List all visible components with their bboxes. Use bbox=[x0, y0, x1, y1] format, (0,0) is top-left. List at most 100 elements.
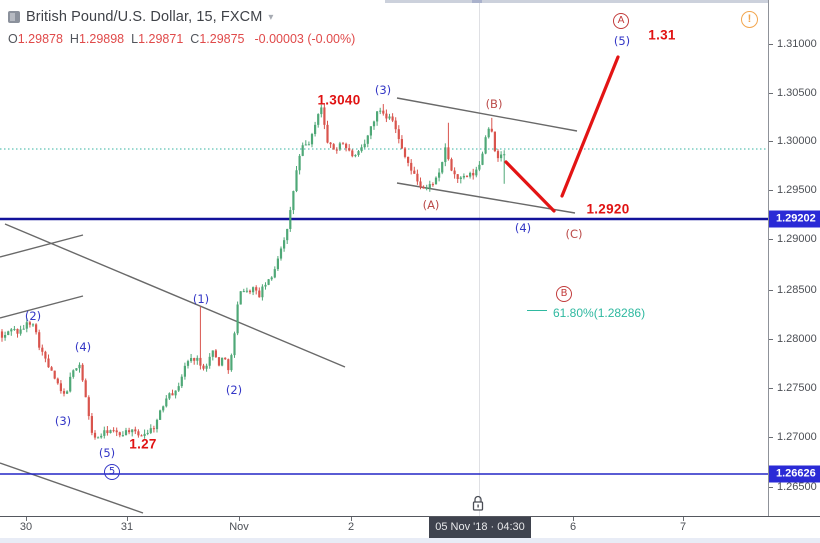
candle-body bbox=[183, 365, 186, 377]
candle-body bbox=[165, 398, 168, 407]
candle-body bbox=[168, 393, 171, 399]
candle-body bbox=[72, 370, 75, 377]
bottom-strip bbox=[0, 538, 820, 543]
price-callout[interactable]: 1.3040 bbox=[317, 92, 361, 108]
candle-body bbox=[317, 114, 320, 125]
candle-body bbox=[227, 359, 230, 371]
chart-canvas[interactable]: British Pound/U.S. Dollar, 15, FXCM ▾ O1… bbox=[0, 0, 768, 516]
wave-label[interactable]: (2) bbox=[24, 309, 42, 323]
candle-body bbox=[360, 147, 363, 152]
candle-body bbox=[140, 435, 143, 437]
candle-body bbox=[13, 328, 16, 330]
price-tick-label: 1.27500 bbox=[777, 382, 817, 394]
candle-body bbox=[152, 428, 155, 430]
trendline[interactable] bbox=[0, 295, 84, 319]
candle-body bbox=[475, 169, 478, 176]
chart-legend[interactable]: British Pound/U.S. Dollar, 15, FXCM ▾ O1… bbox=[8, 6, 355, 46]
candle-body bbox=[258, 290, 261, 298]
price-tick-label: 1.30000 bbox=[777, 135, 817, 147]
price-tick-label: 1.31000 bbox=[777, 38, 817, 50]
price-tick-mark bbox=[769, 487, 773, 488]
circled-wave-label[interactable]: B bbox=[556, 286, 572, 302]
wave-label[interactable]: (3) bbox=[374, 83, 392, 97]
price-tick-mark bbox=[769, 388, 773, 389]
wave-label[interactable]: (B) bbox=[485, 97, 503, 111]
symbol-title[interactable]: British Pound/U.S. Dollar, 15, FXCM bbox=[26, 9, 263, 25]
candle-body bbox=[323, 107, 326, 125]
wave-label[interactable]: (4) bbox=[514, 221, 532, 235]
price-level-badge: 1.29202 bbox=[769, 210, 820, 228]
candle-body bbox=[137, 431, 140, 436]
open-value: 1.29878 bbox=[17, 32, 63, 46]
candle-body bbox=[382, 110, 385, 114]
wave-label[interactable]: (5) bbox=[613, 34, 631, 48]
candle-body bbox=[314, 124, 317, 135]
candle-body bbox=[391, 116, 394, 121]
time-axis[interactable]: 05 Nov '18 · 04:30 30 31 Nov 2 6 7 bbox=[0, 516, 820, 538]
price-callout[interactable]: 1.31 bbox=[648, 27, 676, 43]
wave-label[interactable]: (2) bbox=[225, 383, 243, 397]
trendline[interactable] bbox=[4, 223, 346, 368]
candle-body bbox=[221, 357, 224, 366]
close-label: C bbox=[190, 32, 200, 46]
time-tick-label: 2 bbox=[347, 521, 355, 533]
candle-body bbox=[106, 430, 109, 434]
candle-body bbox=[199, 357, 202, 366]
high-label: H bbox=[69, 32, 79, 46]
trendline[interactable] bbox=[396, 97, 578, 132]
wave-label[interactable]: (5) bbox=[98, 446, 116, 460]
candle-body bbox=[162, 406, 165, 411]
top-strip bbox=[385, 0, 820, 3]
trendline[interactable] bbox=[0, 462, 144, 514]
price-callout[interactable]: 1.2920 bbox=[586, 201, 630, 217]
candle-body bbox=[90, 416, 93, 433]
price-tick-mark bbox=[769, 239, 773, 240]
wave-label[interactable]: (3) bbox=[54, 414, 72, 428]
low-label: L bbox=[131, 32, 139, 46]
candle-body bbox=[255, 287, 258, 291]
candle-body bbox=[500, 154, 503, 159]
candle-body bbox=[205, 365, 208, 369]
price-axis[interactable]: 1.31000 1.30500 1.30000 1.29500 1.29000 1.285… bbox=[768, 0, 820, 516]
candle-body bbox=[252, 287, 255, 293]
projection-arrow[interactable] bbox=[560, 55, 620, 198]
time-tick-label: Nov bbox=[229, 521, 249, 533]
candle-body bbox=[35, 324, 38, 333]
wave-label[interactable]: (A) bbox=[422, 198, 440, 212]
circled-wave-label[interactable]: 5 bbox=[104, 464, 120, 480]
projection-arrow[interactable] bbox=[504, 160, 556, 213]
chevron-down-icon[interactable]: ▾ bbox=[268, 11, 274, 23]
wave-label[interactable]: (4) bbox=[74, 340, 92, 354]
candle-body bbox=[211, 350, 214, 357]
candle-body bbox=[450, 159, 453, 171]
candlestick-chart[interactable] bbox=[0, 0, 768, 516]
candle-body bbox=[19, 329, 22, 334]
candle-body bbox=[62, 391, 66, 394]
wave-label[interactable]: (1) bbox=[192, 292, 210, 306]
candle-body bbox=[490, 128, 493, 132]
candle-body bbox=[193, 358, 196, 361]
wave-label[interactable]: (C) bbox=[565, 227, 583, 241]
candle-body bbox=[332, 144, 335, 150]
price-tick-label: 1.28000 bbox=[777, 333, 817, 345]
candle-body bbox=[239, 291, 242, 305]
candle-body bbox=[0, 331, 4, 338]
lock-icon[interactable] bbox=[471, 495, 485, 512]
candle-body bbox=[413, 170, 416, 174]
price-tick-mark bbox=[769, 93, 773, 94]
candle-body bbox=[75, 368, 78, 371]
candle-body bbox=[174, 390, 177, 396]
price-callout[interactable]: 1.27 bbox=[129, 436, 157, 452]
candle-body bbox=[385, 113, 388, 119]
candle-body bbox=[301, 145, 304, 156]
candle-body bbox=[304, 144, 307, 146]
candle-body bbox=[298, 155, 301, 171]
fib-retracement-label[interactable]: 61.80%(1.28286) bbox=[553, 306, 646, 320]
candle-body bbox=[478, 164, 481, 170]
fib-level-dash bbox=[527, 310, 547, 311]
candle-body bbox=[69, 376, 72, 392]
alert-icon[interactable]: ! bbox=[741, 11, 758, 28]
trendline[interactable] bbox=[0, 234, 84, 258]
circled-wave-label[interactable]: A bbox=[613, 13, 629, 29]
candle-body bbox=[242, 291, 245, 293]
